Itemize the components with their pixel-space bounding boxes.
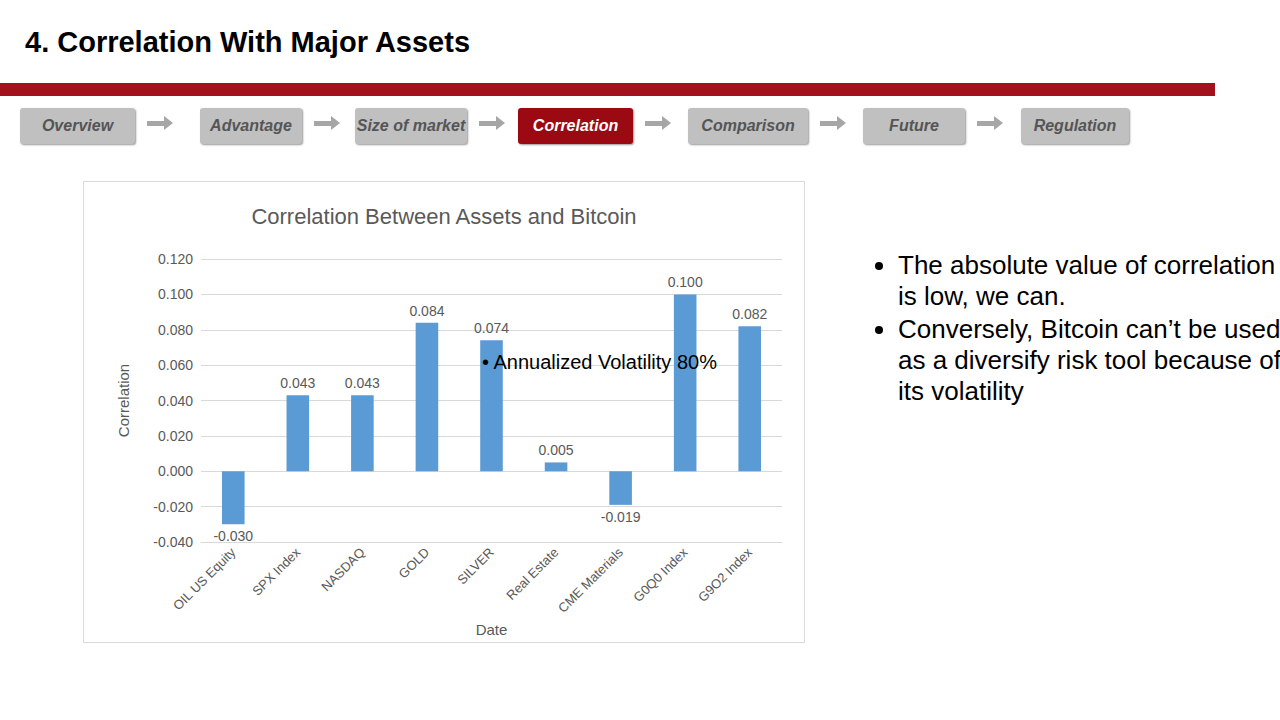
svg-text:• Annualized Volatility 80%: • Annualized Volatility 80%: [482, 351, 717, 373]
html-text:Conversely, Bitcoin can’t be u: Conversely, Bitcoin can’t be used as a d…: [898, 314, 1280, 406]
svg-text:0.043: 0.043: [345, 375, 380, 391]
svg-text:0.043: 0.043: [280, 375, 315, 391]
svg-text:-0.020: -0.020: [153, 499, 193, 515]
svg-text:NASDAQ: NASDAQ: [318, 545, 367, 594]
svg-text:Date: Date: [476, 621, 508, 638]
svg-text:SPX Index: SPX Index: [249, 544, 303, 598]
svg-text:0.080: 0.080: [158, 322, 193, 338]
svg-text:GOLD: GOLD: [396, 545, 433, 582]
svg-text:0.005: 0.005: [539, 442, 574, 458]
svg-text:-0.019: -0.019: [601, 509, 641, 525]
svg-text:0.084: 0.084: [409, 303, 444, 319]
html-text:Future: Future: [889, 117, 939, 134]
html-text:Size of market: Size of market: [356, 117, 466, 134]
svg-text:Real Estate: Real Estate: [503, 545, 561, 603]
html-text:The absolute value of correlat: The absolute value of correlation is low…: [898, 250, 1276, 311]
svg-text:OIL US Equity: OIL US Equity: [170, 544, 239, 613]
svg-text:Correlation Between Assets and: Correlation Between Assets and Bitcoin: [251, 204, 636, 229]
svg-text:0.100: 0.100: [668, 274, 703, 290]
svg-text:0.120: 0.120: [158, 251, 193, 267]
html-text:Comparison: Comparison: [701, 117, 795, 134]
svg-text:-0.030: -0.030: [213, 528, 253, 544]
svg-text:G0Q0 Index: G0Q0 Index: [630, 544, 690, 604]
svg-text:0.074: 0.074: [474, 320, 509, 336]
svg-text:0.020: 0.020: [158, 428, 193, 444]
svg-text:0.082: 0.082: [732, 306, 767, 322]
html-text:Advantage: Advantage: [210, 117, 292, 134]
html-text:4. Correlation With Major Asse: 4. Correlation With Major Assets: [25, 26, 470, 58]
svg-text:0.000: 0.000: [158, 463, 193, 479]
svg-text:SILVER: SILVER: [454, 545, 497, 588]
html-text:Regulation: Regulation: [1033, 117, 1117, 134]
svg-text:CME Materials: CME Materials: [555, 544, 626, 615]
svg-text:0.040: 0.040: [158, 393, 193, 409]
svg-text:G9O2 Index: G9O2 Index: [695, 544, 755, 604]
svg-text:0.060: 0.060: [158, 357, 193, 373]
svg-text:-0.040: -0.040: [153, 534, 193, 550]
html-text:Overview: Overview: [41, 117, 114, 134]
svg-text:0.100: 0.100: [158, 286, 193, 302]
html-text:Correlation: Correlation: [532, 117, 619, 134]
svg-text:Correlation: Correlation: [115, 364, 132, 437]
